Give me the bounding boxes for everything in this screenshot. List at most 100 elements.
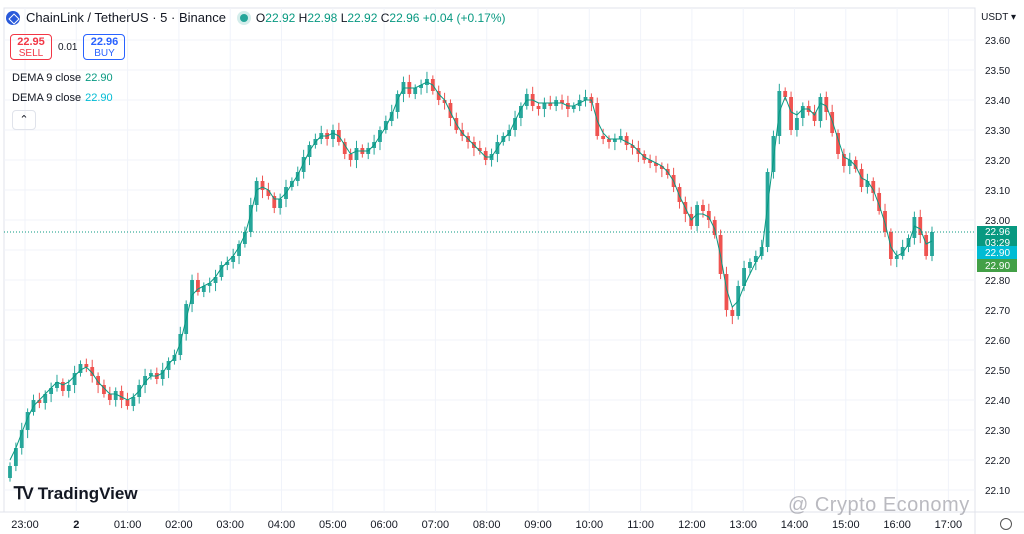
- candle-body: [90, 367, 95, 376]
- candle-body: [853, 160, 858, 169]
- time-tick-label: 11:00: [627, 519, 654, 531]
- candle-body: [19, 430, 24, 448]
- time-tick-label: 05:00: [319, 519, 347, 531]
- candle-body: [771, 136, 776, 172]
- ohlc-values: O22.92 H22.98 L22.92 C22.96 +0.04 (+0.17…: [256, 11, 506, 25]
- candle-body: [865, 181, 870, 187]
- change-value: +0.04 (+0.17%): [422, 10, 506, 25]
- candle-body: [483, 151, 488, 160]
- candle-body: [765, 172, 770, 247]
- time-tick-label: 10:00: [576, 519, 604, 531]
- candle-body: [160, 370, 165, 379]
- low-label: L: [340, 10, 348, 25]
- candle-body: [560, 100, 564, 103]
- spread-value: 0.01: [58, 41, 78, 53]
- candle-body: [795, 118, 799, 130]
- price-tick-label: 23.10: [985, 186, 1010, 197]
- candle-body: [348, 154, 353, 160]
- indicator-dema-2[interactable]: DEMA 9 close 22.90: [12, 92, 113, 104]
- open-label: O: [255, 10, 266, 25]
- price-tick-label: 23.00: [985, 216, 1010, 227]
- candle-body: [278, 199, 283, 208]
- settings-icon[interactable]: [1000, 518, 1012, 530]
- candle-body: [201, 286, 206, 292]
- candle-body: [389, 112, 394, 121]
- candle-body: [742, 268, 746, 286]
- chevron-up-icon: ⌃: [19, 114, 29, 126]
- price-tick-label: 22.20: [985, 456, 1010, 467]
- candle-body: [812, 112, 817, 121]
- candle-body: [213, 277, 218, 283]
- collapse-indicators-button[interactable]: ⌃: [12, 110, 36, 130]
- time-tick-label: 09:00: [524, 519, 552, 531]
- currency-selector[interactable]: USDT ▾: [981, 12, 1016, 23]
- candle-body: [102, 385, 106, 394]
- dema-1-tag: [977, 259, 1017, 272]
- candle-body: [119, 391, 124, 400]
- symbol-title[interactable]: ChainLink / TetherUS · 5 · Binance: [26, 10, 226, 25]
- price-tick-label: 22.60: [985, 336, 1010, 347]
- candle-body: [695, 205, 700, 226]
- candle-body: [413, 88, 418, 94]
- candle-body: [648, 160, 653, 163]
- candle-body: [196, 280, 200, 292]
- price-tick-label: 23.60: [985, 36, 1010, 47]
- candle-body: [207, 283, 212, 286]
- candle-body: [624, 136, 629, 145]
- low-value: 22.92: [347, 10, 378, 25]
- candle-body: [630, 145, 635, 148]
- candle-body: [419, 85, 423, 88]
- buy-button[interactable]: 22.96 BUY: [83, 34, 126, 60]
- candle-body: [548, 103, 553, 106]
- time-tick-label: 17:00: [935, 519, 963, 531]
- time-tick-label: 01:00: [114, 519, 142, 531]
- dema-2-tag: [977, 246, 1017, 259]
- indicator-dema-1[interactable]: DEMA 9 close 22.90: [12, 72, 113, 84]
- candle-body: [924, 235, 929, 256]
- close-label: C: [380, 10, 390, 25]
- candle-body: [612, 139, 617, 142]
- candle-body: [701, 205, 705, 211]
- candle-body: [877, 193, 882, 211]
- plot-border: [3, 7, 976, 513]
- candle-body: [143, 376, 147, 385]
- trade-panel: 22.95 SELL 0.01 22.96 BUY: [10, 34, 126, 60]
- time-axis[interactable]: 23:00 2 01:00 02:00 03:00 04:00 05:00 06:00 07:0…: [11, 519, 962, 531]
- candle-body: [60, 382, 65, 391]
- candle-body: [266, 190, 271, 196]
- time-tick-label: 14:00: [781, 519, 809, 531]
- open-value: 22.92: [265, 10, 296, 25]
- candle-body: [178, 334, 183, 355]
- time-tick-label: 06:00: [370, 519, 398, 531]
- candle-body: [149, 373, 153, 376]
- candle-body: [395, 94, 400, 112]
- price-tick-label: 22.70: [985, 306, 1010, 317]
- candle-body: [659, 166, 664, 169]
- candle-body: [37, 400, 42, 403]
- candle-body: [436, 91, 441, 100]
- candle-body: [477, 148, 482, 151]
- candle-body: [383, 121, 388, 130]
- dema-2-label: 22.90: [985, 248, 1010, 259]
- crypto-economy-watermark: @ Crypto Economy: [788, 494, 970, 516]
- sell-price: 22.95: [17, 36, 45, 48]
- candle-body: [354, 148, 359, 160]
- candle-body: [571, 106, 576, 109]
- candle-body: [542, 103, 547, 109]
- last-price-tag: [977, 226, 1017, 248]
- candle-body: [706, 211, 711, 220]
- price-tick-label: 22.40: [985, 396, 1010, 407]
- candle-body: [131, 397, 136, 406]
- candle-body: [894, 256, 899, 259]
- candle-body: [748, 262, 752, 268]
- candle-body: [231, 256, 236, 262]
- time-tick-label: 16:00: [883, 519, 911, 531]
- price-tick-label: 22.10: [985, 486, 1010, 497]
- time-tick-label: 08:00: [473, 519, 501, 531]
- sell-button[interactable]: 22.95 SELL: [10, 34, 52, 60]
- candle-body: [601, 136, 606, 139]
- candle-body: [8, 466, 12, 478]
- price-tick-label: 22.50: [985, 366, 1010, 377]
